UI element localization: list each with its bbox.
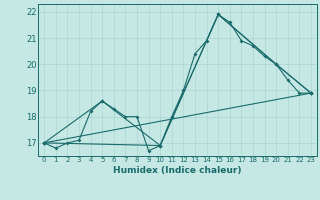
X-axis label: Humidex (Indice chaleur): Humidex (Indice chaleur) — [113, 166, 242, 175]
